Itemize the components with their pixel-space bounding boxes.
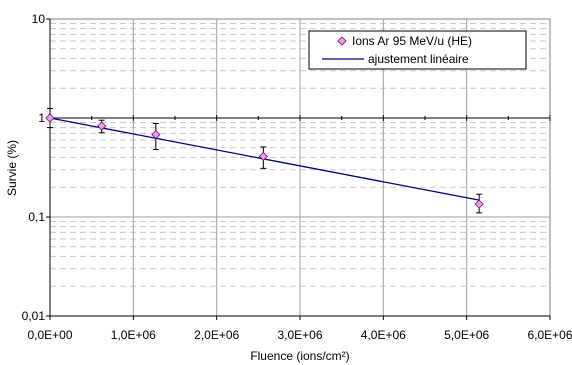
x-tick-label: 0,0E+00: [27, 328, 72, 342]
data-point: [474, 199, 484, 209]
y-tick-label: 10: [32, 12, 46, 26]
legend-label-series-0: Ions Ar 95 MeV/u (HE): [352, 34, 472, 48]
y-tick-label: 1: [38, 111, 45, 125]
series-layer: [45, 107, 484, 214]
y-axis-title: Survie (%): [5, 140, 19, 196]
x-tick-label: 6,0E+06: [527, 328, 572, 342]
data-point: [97, 121, 107, 131]
data-point: [258, 151, 268, 161]
legend: Ions Ar 95 MeV/u (HE) ajustement linéair…: [308, 30, 527, 70]
x-tick-label: 4,0E+06: [361, 328, 406, 342]
x-tick-label: 5,0E+06: [444, 328, 489, 342]
legend-box: [308, 30, 527, 70]
y-tick-labels: 0,01 0,1 1 10: [22, 12, 46, 323]
x-axis-title: Fluence (ions/cm²): [250, 349, 349, 363]
x-tick-label: 1,0E+06: [111, 328, 156, 342]
x-tick-labels: 0,0E+00 1,0E+06 2,0E+06 3,0E+06 4,0E+06 5,0E+…: [27, 328, 572, 342]
x-tick-label: 3,0E+06: [277, 328, 322, 342]
x-tick-label: 2,0E+06: [194, 328, 239, 342]
y-tick-label: 0,01: [22, 309, 46, 323]
ticks: [46, 18, 551, 320]
data-point: [45, 113, 55, 123]
legend-label-series-1: ajustement linéaire: [368, 52, 469, 66]
data-point: [151, 130, 161, 140]
y-tick-label: 0,1: [28, 210, 45, 224]
legend-diamond-marker: [337, 36, 347, 46]
